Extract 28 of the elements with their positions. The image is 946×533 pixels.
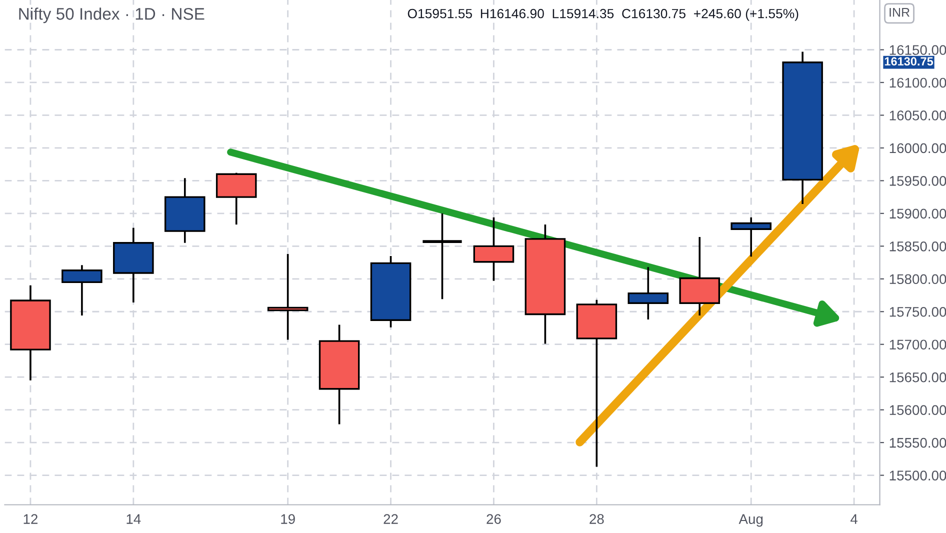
y-tick-label: 15650.00: [890, 372, 946, 382]
y-tick-label: 15800.00: [890, 274, 946, 284]
y-tick-label: 16150.00: [890, 45, 946, 55]
y-tick-label: 16000.00: [890, 143, 946, 154]
y-tick-label: 15850.00: [890, 241, 946, 252]
y-tick-label: 15550.00: [890, 438, 946, 448]
y-tick-label: 15900.00: [890, 208, 946, 219]
x-tick-label: 19: [281, 514, 295, 524]
candlestick: [421, 212, 464, 300]
x-tick-label: Aug: [738, 514, 763, 527]
chart-title: Nifty 50 Index · 1D · NSE: [19, 8, 204, 24]
y-tick-label: 15600.00: [890, 405, 946, 415]
y-tick-label: 16100.00: [890, 78, 946, 88]
text: O15951.55 H16146.90 L15914.35 C16130.75 +245.60 (+1.55%): [408, 8, 798, 21]
x-tick-label: 12: [24, 514, 38, 524]
x-tick-label: 28: [590, 514, 604, 524]
x-tick-label: 14: [126, 514, 141, 524]
text: 16130.75: [884, 57, 934, 66]
x-tick-label: 26: [486, 514, 501, 524]
y-tick-label: 15750.00: [890, 306, 946, 317]
y-tick-label: 15500.00: [890, 470, 946, 480]
candlestick: [267, 253, 308, 341]
y-tick-label: 15700.00: [890, 340, 946, 350]
y-tick-label: 16050.00: [890, 110, 946, 120]
y-tick-label: 15950.00: [890, 176, 946, 186]
text: INR: [890, 8, 910, 17]
x-tick-label: 22: [384, 514, 398, 524]
x-tick-label: 4: [850, 514, 858, 524]
